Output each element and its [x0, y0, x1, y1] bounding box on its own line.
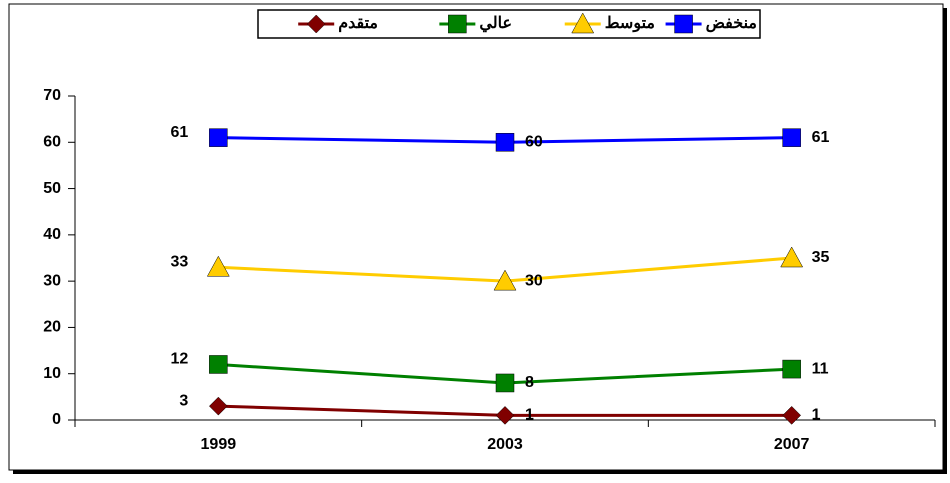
data-label: 1 — [525, 407, 534, 424]
marker — [209, 128, 228, 147]
data-label: 1 — [812, 407, 821, 424]
data-label: 8 — [525, 374, 534, 391]
data-label: 30 — [525, 272, 543, 289]
legend-label: متوسط — [605, 15, 655, 33]
x-tick-label: 2007 — [774, 436, 810, 453]
marker — [782, 406, 802, 425]
data-label: 60 — [525, 134, 543, 151]
marker — [495, 133, 515, 152]
legend-marker — [306, 14, 326, 34]
data-label: 35 — [812, 249, 830, 266]
x-tick-label: 1999 — [201, 436, 237, 453]
y-tick-label: 30 — [43, 272, 61, 289]
data-label: 3 — [179, 392, 188, 409]
marker — [495, 406, 515, 425]
legend-label: متقدم — [338, 15, 378, 33]
x-tick-label: 2003 — [487, 436, 523, 453]
data-label: 33 — [171, 253, 189, 270]
legend-marker — [448, 14, 467, 34]
y-tick-label: 20 — [43, 319, 61, 336]
marker — [495, 373, 515, 393]
data-label: 11 — [812, 360, 829, 377]
data-label: 61 — [812, 129, 830, 146]
data-label: 12 — [171, 351, 189, 368]
y-tick-label: 40 — [43, 226, 61, 243]
marker — [782, 359, 801, 379]
y-tick-label: 50 — [43, 180, 61, 197]
y-tick-label: 60 — [43, 134, 61, 151]
marker — [206, 255, 230, 277]
frame — [8, 3, 944, 471]
legend-label: منخفض — [706, 15, 757, 33]
legend-marker — [674, 14, 693, 34]
y-tick-label: 0 — [52, 411, 61, 428]
y-tick-label: 10 — [43, 365, 61, 382]
marker — [782, 128, 801, 147]
marker — [780, 246, 804, 268]
marker — [208, 396, 228, 416]
marker — [209, 355, 228, 374]
legend-label: عالي — [479, 15, 512, 33]
marker — [493, 269, 517, 291]
y-tick-label: 70 — [43, 87, 61, 104]
legend-marker — [571, 12, 595, 34]
data-label: 61 — [171, 124, 189, 141]
